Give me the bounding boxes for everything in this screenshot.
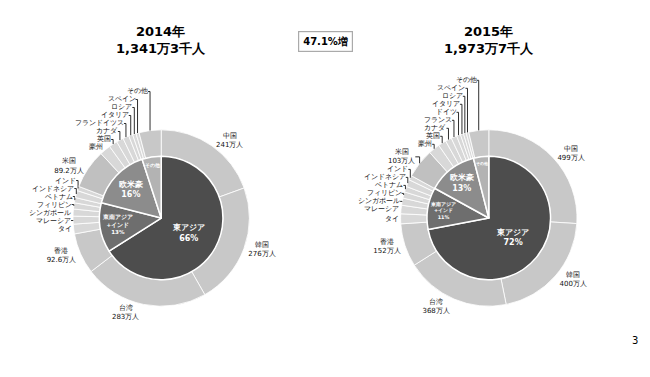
svg-text:インドネシア: インドネシア [364,173,406,181]
svg-text:米国89.2万人: 米国89.2万人 [54,157,84,174]
svg-text:フィリピン: フィリピン [37,201,72,209]
svg-text:欧米豪16%: 欧米豪16% [119,180,143,199]
svg-text:東南アジア+インド13%: 東南アジア+インド13% [102,213,133,234]
svg-text:中国499万人: 中国499万人 [557,145,584,162]
svg-text:香港92.6万人: 香港92.6万人 [47,247,77,264]
svg-text:タイ: タイ [58,225,72,233]
svg-text:その他: その他 [127,87,148,95]
svg-text:イタリア: イタリア [101,111,129,119]
svg-text:カナダ: カナダ [96,127,118,135]
svg-text:豪州: 豪州 [418,140,432,148]
svg-text:東アジア66%: 東アジア66% [172,223,205,242]
svg-text:2014年1,341万3千人: 2014年1,341万3千人 [116,24,206,56]
svg-text:ドイツ: ドイツ [436,108,457,116]
svg-text:欧米豪13%: 欧米豪13% [450,173,474,192]
svg-text:中国241万人: 中国241万人 [216,132,243,149]
svg-text:スペイン: スペイン [437,84,465,92]
svg-text:3: 3 [632,335,638,346]
svg-text:フランドイツス: フランドイツス [75,119,124,127]
svg-text:韓国276万人: 韓国276万人 [248,241,275,258]
svg-text:東南アジア+インド11%: 東南アジア+インド11% [430,201,456,220]
svg-text:英国: 英国 [97,135,111,143]
svg-text:フィリピン: フィリピン [367,189,402,197]
svg-text:英国: 英国 [426,132,440,140]
svg-text:ロシア: ロシア [111,103,132,111]
svg-text:香港152万人: 香港152万人 [373,238,400,255]
svg-text:インド: インド [55,177,76,185]
svg-text:その他: その他 [456,76,477,84]
svg-text:米国103万人: 米国103万人 [388,148,415,165]
svg-text:マレーシア: マレーシア [36,217,71,225]
svg-text:台湾283万人: 台湾283万人 [112,304,139,321]
svg-text:フランス: フランス [424,116,452,124]
svg-text:その他: その他 [476,161,489,166]
svg-text:ベトナム: ベトナム [45,193,73,201]
svg-text:タイ: タイ [385,215,399,223]
svg-text:イタリア: イタリア [432,100,460,108]
svg-text:インドネシア: インドネシア [32,185,74,193]
svg-text:シンガポール: シンガポール [358,197,400,205]
svg-text:東アジア72%: 東アジア72% [496,228,529,247]
svg-text:豪州: 豪州 [89,143,103,151]
svg-text:ロシア: ロシア [442,92,463,100]
svg-text:ベトナム: ベトナム [375,181,403,189]
svg-text:シンガポール: シンガポール [29,209,71,217]
svg-text:マレーシア: マレーシア [364,205,399,213]
svg-text:インド: インド [387,165,408,173]
svg-text:韓国400万人: 韓国400万人 [560,271,587,288]
svg-text:スペイン: スペイン [108,95,136,103]
svg-text:台湾368万人: 台湾368万人 [422,298,449,315]
svg-text:カナダ: カナダ [424,124,446,132]
svg-text:2015年1,973万7千人: 2015年1,973万7千人 [444,24,534,56]
svg-text:その他: その他 [145,162,161,168]
svg-text:47.1%増: 47.1%増 [303,36,348,47]
